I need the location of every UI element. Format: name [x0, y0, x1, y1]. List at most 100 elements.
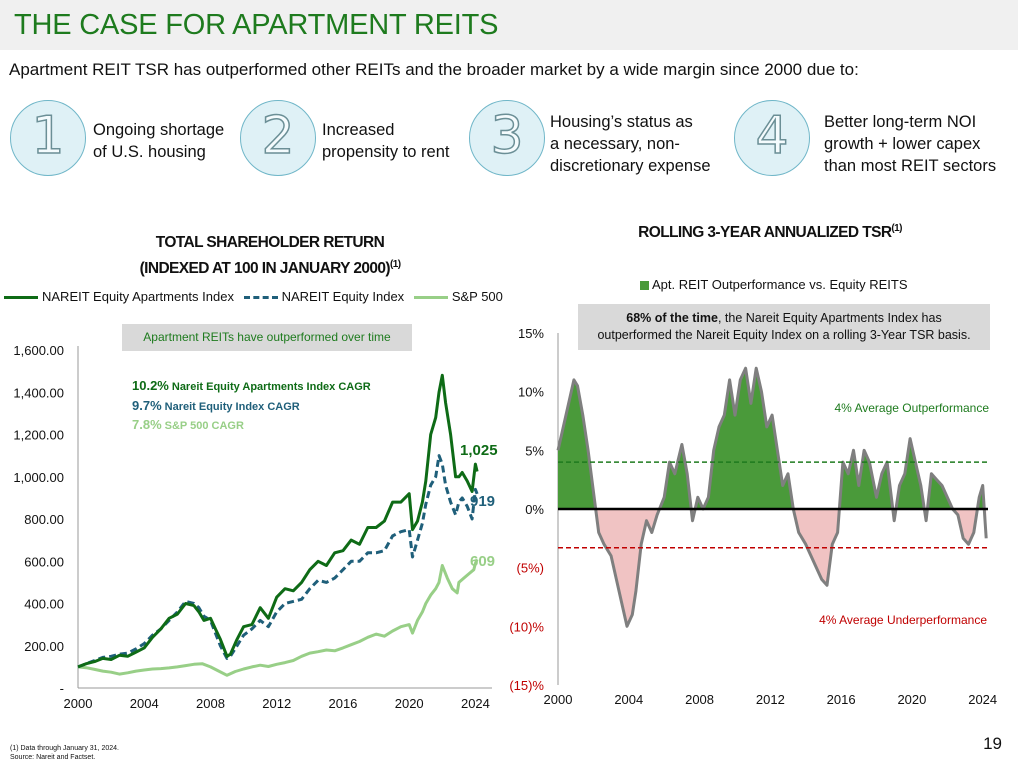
footnote: (1) Data through January 31, 2024. Sourc…: [10, 744, 119, 762]
cagr-text: S&P 500 CAGR: [165, 420, 244, 432]
cagr-text: Nareit Equity Apartments Index CAGR: [172, 381, 371, 393]
underperformance-area: [558, 509, 987, 627]
avg-underperformance-label: 4% Average Underperformance: [819, 613, 987, 627]
legend-sp500: S&P 500: [413, 289, 503, 305]
annotation-rest: , the Nareit Equity Apartments Index has: [717, 311, 942, 325]
rolling-reference-lines: [558, 461, 988, 549]
tsr-y-tick-label: 200.00: [24, 639, 64, 654]
reason-line: of U.S. housing: [93, 143, 206, 161]
end-label-sp500: 609: [470, 553, 495, 570]
rolling-tsr-chart: 15% 10% 5% 0% (5%) (10)% (15)% 2000 2004 2008 201…: [509, 326, 998, 707]
rolling-y-tick-label: 15%: [518, 326, 544, 341]
rolling-y-tick-label: (15)%: [509, 678, 544, 693]
title-bar: THE CASE FOR APARTMENT REITS: [0, 0, 1018, 50]
rolling-annotation-line2: outperformed the Nareit Equity Index on …: [597, 328, 971, 342]
rolling-x-tick-label: 2020: [897, 692, 926, 707]
rolling-x-tick-label: 2000: [544, 692, 573, 707]
reason-4: 4 Better long-term NOI growth + lower ca…: [734, 100, 1014, 180]
tsr-line-chart: - 200.00 400.00 600.00 800.00 1,000.00 1,200.0…: [13, 343, 498, 711]
cagr-pct: 10.2%: [132, 378, 169, 393]
tsr-title-line2: (INDEXED AT 100 IN JANUARY 2000)(1): [60, 254, 480, 280]
rolling-y-tick-label: (5%): [517, 561, 544, 576]
rolling-chart-title: ROLLING 3-YEAR ANNUALIZED TSR(1): [560, 218, 980, 244]
legend-solid-line-icon: [4, 296, 38, 300]
tsr-y-tick-label: 800.00: [24, 512, 64, 527]
cagr-pct: 7.8%: [132, 417, 162, 432]
reason-line: a necessary, non-: [550, 135, 680, 153]
tsr-y-tick-label: 400.00: [24, 597, 64, 612]
reason-text: Better long-term NOI growth + lower cape…: [824, 111, 996, 177]
reason-line: growth + lower capex: [824, 135, 981, 153]
number-circle-icon: [240, 100, 316, 176]
cagr-text: Nareit Equity Index CAGR: [165, 401, 300, 413]
tsr-x-tick-label: 2020: [395, 696, 424, 711]
tsr-x-tick-label: 2008: [196, 696, 225, 711]
reason-number: 4: [755, 105, 790, 167]
page-subtitle: Apartment REIT TSR has outperformed othe…: [9, 60, 859, 79]
tsr-y-tick-label: 600.00: [24, 554, 64, 569]
reason-line: Ongoing shortage: [93, 121, 225, 139]
tsr-title-line1: TOTAL SHAREHOLDER RETURN: [155, 234, 385, 251]
tsr-cagr-labels: 10.2% Nareit Equity Apartments Index CAGR…: [132, 378, 371, 432]
reason-line: Increased: [322, 121, 395, 139]
annotation-bold: 68% of the time: [626, 311, 718, 325]
rolling-annotation-line1: 68% of the time, the Nareit Equity Apart…: [578, 310, 990, 327]
tsr-y-tick-label: 1,000.00: [13, 470, 64, 485]
cagr-equity: 9.7% Nareit Equity Index CAGR: [132, 398, 300, 413]
avg-outperformance-label: 4% Average Outperformance: [834, 401, 989, 415]
reason-2: 2 Increased propensity to rent: [240, 100, 470, 180]
tsr-title-text: (INDEXED AT 100 IN JANUARY 2000): [139, 260, 391, 278]
number-circle-icon: [10, 100, 86, 176]
end-label-apartments: 1,025: [460, 442, 498, 459]
reason-line: Better long-term NOI: [824, 113, 977, 131]
cagr-sp500: 7.8% S&P 500 CAGR: [132, 417, 244, 432]
reason-number: 3: [490, 105, 525, 167]
reason-text: Ongoing shortage of U.S. housing: [93, 119, 224, 163]
legend-label: Apt. REIT Outperformance vs. Equity REIT…: [652, 277, 908, 292]
footnote-source: Source: Nareit and Factset.: [10, 754, 96, 761]
tsr-series-line-2: [77, 558, 479, 677]
reason-line: discretionary expense: [550, 157, 711, 175]
end-label-equity: 919: [470, 493, 495, 510]
tsr-y-tick-label: 1,200.00: [13, 428, 64, 443]
rolling-y-tick-label: (10)%: [509, 619, 544, 634]
rolling-x-tick-label: 2016: [827, 692, 856, 707]
tsr-title-footnote: (1): [390, 259, 401, 270]
rolling-title-text: ROLLING 3-YEAR ANNUALIZED TSR: [638, 224, 892, 242]
rolling-x-tick-label: 2012: [756, 692, 785, 707]
rolling-annotation-box: 68% of the time, the Nareit Equity Apart…: [578, 304, 990, 350]
rolling-y-axis: 15% 10% 5% 0% (5%) (10)% (15)%: [509, 326, 559, 693]
legend-label: S&P 500: [451, 289, 503, 305]
rolling-y-tick-label: 0%: [525, 502, 544, 517]
rolling-x-axis: 2000 2004 2008 2012 2016 2020 2024: [544, 692, 998, 707]
rolling-y-tick-label: 5%: [525, 443, 544, 458]
tsr-legend: NAREIT Equity Apartments Index NAREIT Eq…: [4, 288, 509, 304]
legend-label: NAREIT Equity Index: [281, 289, 405, 305]
tsr-chart-title: TOTAL SHAREHOLDER RETURN (INDEXED AT 100…: [60, 232, 480, 280]
tsr-annotation-box: Apartment REITs have outperformed over t…: [122, 324, 412, 351]
cagr-pct: 9.7%: [132, 398, 162, 413]
legend-label: NAREIT Equity Apartments Index: [42, 289, 234, 305]
tsr-x-tick-label: 2004: [130, 696, 159, 711]
rolling-y-tick-label: 10%: [518, 385, 544, 400]
legend-solid-line-icon: [413, 296, 448, 300]
reason-line: than most REIT sectors: [824, 157, 997, 175]
legend-green-square-icon: [640, 281, 649, 291]
tsr-x-axis: 2000 2004 2008 2012 2016 2020 2024: [64, 687, 492, 711]
tsr-x-tick-label: 2012: [262, 696, 291, 711]
tsr-series-line-0: [77, 373, 479, 669]
rolling-x-tick-label: 2008: [685, 692, 714, 707]
tsr-y-axis: - 200.00 400.00 600.00 800.00 1,000.00 1,200.0…: [13, 343, 79, 696]
tsr-x-tick-label: 2024: [461, 696, 490, 711]
rolling-title-footnote: (1): [891, 223, 902, 234]
rolling-area-series: [556, 366, 988, 628]
reason-text: Increased propensity to rent: [322, 119, 450, 163]
tsr-end-labels: 1,025 919 609: [460, 442, 498, 570]
reason-3: 3 Housing’s status as a necessary, non- …: [469, 100, 729, 180]
tsr-y-tick-label: 1,600.00: [13, 343, 64, 358]
reason-line: Housing’s status as: [550, 113, 693, 131]
rolling-legend: Apt. REIT Outperformance vs. Equity REIT…: [640, 277, 908, 292]
tsr-x-tick-label: 2016: [328, 696, 357, 711]
number-circle-icon: [734, 100, 810, 176]
tsr-x-tick-label: 2000: [64, 696, 93, 711]
